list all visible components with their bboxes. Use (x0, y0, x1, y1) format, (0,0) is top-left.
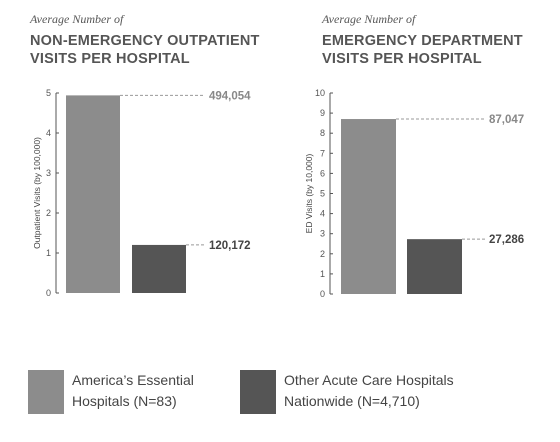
chart2-title-line2: VISITS PER HOSPITAL (322, 51, 482, 67)
chart1-title: NON-EMERGENCY OUTPATIENT VISITS PER HOSP… (30, 32, 260, 68)
chart1-bar-1 (66, 95, 120, 293)
chart1-tick-label-0: 0 (46, 288, 51, 298)
chart1-bar-1-value-label: 494,054 (209, 90, 251, 102)
chart1-title-pre: Average Number of (30, 12, 124, 26)
chart1-title-line2: VISITS PER HOSPITAL (30, 51, 190, 67)
legend-label-other-line1: Other Acute Care Hospitals (284, 372, 454, 388)
chart2-tick-label-2: 2 (320, 249, 325, 259)
chart1-tick-label-3: 3 (46, 168, 51, 178)
chart1-tick-label-2: 2 (46, 208, 51, 218)
legend-label-other: Other Acute Care Hospitals Nationwide (N… (284, 370, 454, 412)
chart1-tick-label-5: 5 (46, 88, 51, 98)
chart2-title-line1: EMERGENCY DEPARTMENT (322, 33, 523, 49)
chart1-bar-2-value-label: 120,172 (209, 240, 251, 252)
chart2-tick-label-8: 8 (320, 128, 325, 138)
chart2-tick-label-10: 10 (315, 88, 325, 98)
chart1-tick-label-1: 1 (46, 248, 51, 258)
chart2-tick-label-3: 3 (320, 229, 325, 239)
chart1-y-axis-label: Outpatient Visits (by 100,000) (32, 137, 42, 249)
chart1-tick-label-4: 4 (46, 128, 51, 138)
legend-label-essential: America’s Essential Hospitals (N=83) (72, 370, 194, 412)
legend-label-other-line2: Nationwide (N=4,710) (284, 393, 420, 409)
chart2-tick-label-7: 7 (320, 148, 325, 158)
chart1-title-line1: NON-EMERGENCY OUTPATIENT (30, 33, 260, 49)
legend-swatch-essential (28, 370, 64, 414)
chart2-tick-label-5: 5 (320, 189, 325, 199)
chart2-tick-label-9: 9 (320, 108, 325, 118)
chart2-tick-label-6: 6 (320, 168, 325, 178)
chart2-bar-2-value-label: 27,286 (489, 234, 524, 246)
legend-label-essential-line1: America’s Essential (72, 372, 194, 388)
chart2-tick-label-1: 1 (320, 269, 325, 279)
chart2-y-axis-label: ED Visits (by 10,000) (304, 153, 314, 233)
legend-swatch-other (240, 370, 276, 414)
chart1-bar-2 (132, 244, 186, 293)
chart2-bar-1-value-label: 87,047 (489, 114, 524, 126)
chart2-title-pre: Average Number of (322, 12, 416, 26)
chart2-title: EMERGENCY DEPARTMENT VISITS PER HOSPITAL (322, 32, 523, 68)
chart2-bar-1 (341, 119, 396, 295)
chart2-tick-label-0: 0 (320, 289, 325, 299)
chart2-bar-2 (407, 239, 462, 294)
legend-label-essential-line2: Hospitals (N=83) (72, 393, 177, 409)
chart2-tick-label-4: 4 (320, 209, 325, 219)
